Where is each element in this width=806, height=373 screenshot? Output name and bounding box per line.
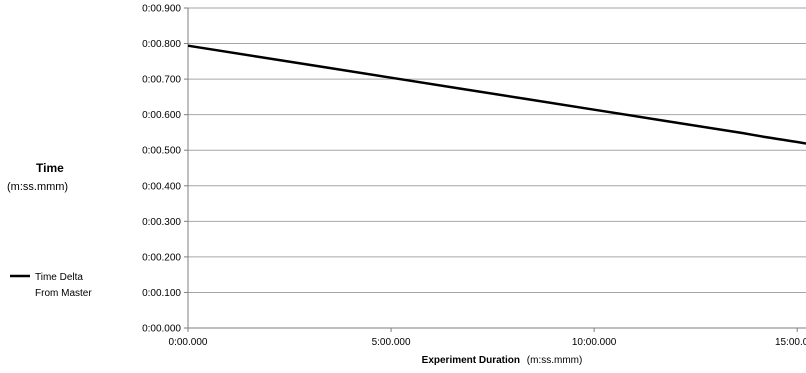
y-tick-label: 0:00.500 (142, 146, 181, 157)
legend: Time Delta From Master (10, 272, 92, 299)
y-axis-label: Time (36, 161, 64, 175)
x-axis-label: Experiment Duration (m:ss.mmm) (422, 355, 583, 366)
x-axis-label-unit: (m:ss.mmm) (527, 355, 583, 366)
x-tick-label: 10:00.000 (572, 337, 617, 348)
x-tick-label: 0:00.000 (169, 337, 208, 348)
x-tick-label: 5:00.000 (372, 337, 411, 348)
y-tick-label: 0:00.100 (142, 288, 181, 299)
y-tick-label: 0:00.900 (142, 4, 181, 15)
legend-label-line1: Time Delta (35, 272, 83, 283)
gridlines (188, 7, 806, 293)
x-axis-label-main: Experiment Duration (422, 355, 520, 366)
y-tick-label: 0:00.700 (142, 75, 181, 86)
axes (184, 7, 806, 332)
y-axis-unit: (m:ss.mmm) (7, 181, 68, 193)
x-tick-labels: 0:00.000 5:00.000 10:00.000 15:00.000 (169, 337, 806, 348)
series-line-time-delta-from-master (187, 44, 806, 145)
x-tick-label: 15:00.000 (775, 337, 806, 348)
y-tick-label: 0:00.600 (142, 110, 181, 121)
y-tick-label: 0:00.400 (142, 181, 181, 192)
y-tick-labels: 0:00.000 0:00.100 0:00.200 0:00.300 0:00.400… (142, 4, 181, 335)
legend-label-line2: From Master (35, 288, 92, 299)
series-layer (187, 44, 806, 145)
y-tick-label: 0:00.200 (142, 252, 181, 263)
y-tick-label: 0:00.800 (142, 39, 181, 50)
y-tick-label: 0:00.000 (142, 324, 181, 335)
y-tick-label: 0:00.300 (142, 217, 181, 228)
